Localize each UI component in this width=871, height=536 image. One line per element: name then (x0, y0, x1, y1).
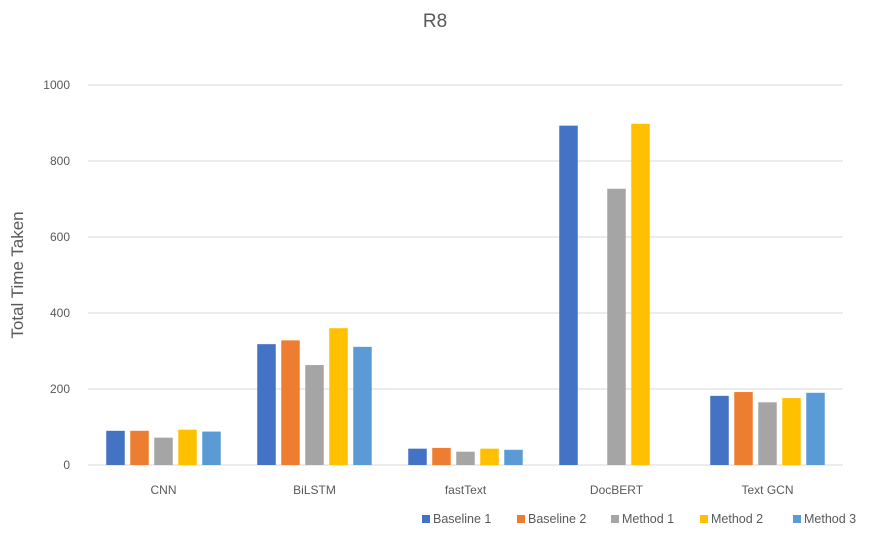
bar-baseline-1 (106, 430, 125, 465)
x-category-label: BiLSTM (293, 483, 336, 497)
gridlines (88, 84, 843, 466)
bar-baseline-1 (559, 125, 578, 465)
legend: Baseline 1 Baseline 2 Method 1 Method 2 Meth… (422, 512, 856, 526)
bar-method-1 (305, 365, 324, 465)
bar-method-3 (202, 431, 221, 465)
bar-method-3 (353, 346, 372, 465)
legend-swatch (517, 515, 525, 523)
y-tick-label: 1000 (43, 78, 70, 92)
y-tick-label: 800 (50, 154, 70, 168)
legend-swatch (422, 515, 430, 523)
y-axis-label: Total Time Taken (8, 211, 27, 338)
bar-baseline-1 (710, 395, 729, 465)
y-tick-label: 200 (50, 382, 70, 396)
bar-baseline-1 (408, 448, 427, 465)
y-tick-label: 400 (50, 306, 70, 320)
bar-method-3 (806, 392, 825, 465)
bar-method-3 (504, 449, 523, 465)
bar-baseline-2 (281, 340, 300, 465)
bar-method-1 (758, 402, 777, 465)
bar-method-2 (480, 448, 499, 465)
bar-method-1 (456, 451, 475, 465)
x-category-label: fastText (445, 483, 487, 497)
legend-swatch (700, 515, 708, 523)
bar-method-2 (782, 398, 801, 465)
x-axis-categories: CNN BiLSTM fastText DocBERT Text GCN (151, 483, 794, 497)
bar-method-2 (329, 328, 348, 465)
chart-title: R8 (423, 11, 447, 32)
y-axis-ticks: 0 200 400 600 800 1000 (43, 78, 70, 472)
legend-label: Method 1 (622, 512, 674, 526)
x-category-label: CNN (151, 483, 177, 497)
y-tick-label: 600 (50, 230, 70, 244)
legend-label: Baseline 2 (528, 512, 586, 526)
bar-baseline-1 (257, 344, 276, 465)
bar-baseline-2 (432, 447, 451, 465)
x-category-label: DocBERT (590, 483, 644, 497)
legend-swatch (611, 515, 619, 523)
bar-method-1 (607, 188, 626, 466)
bar-method-2 (178, 429, 197, 465)
legend-label: Method 2 (711, 512, 763, 526)
bar-method-2 (631, 123, 650, 465)
y-tick-label: 0 (63, 458, 70, 472)
bars (106, 123, 825, 466)
bar-method-1 (154, 437, 173, 465)
bar-baseline-2 (130, 430, 149, 465)
x-category-label: Text GCN (741, 483, 793, 497)
legend-label: Baseline 1 (433, 512, 491, 526)
legend-swatch (793, 515, 801, 523)
legend-label: Method 3 (804, 512, 856, 526)
bar-baseline-2 (734, 392, 753, 465)
